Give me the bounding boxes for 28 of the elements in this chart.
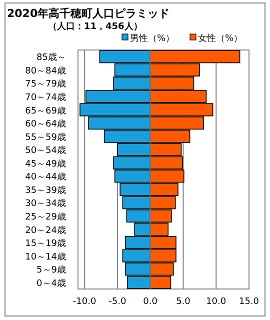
- y-tick-label: 80～84歳: [25, 65, 66, 76]
- y-tick-label: 65～69歳: [25, 105, 66, 116]
- y-tick-label: 30～34歳: [25, 198, 66, 210]
- y-tick-label: 15～19歳: [25, 238, 66, 250]
- x-tick-label: 15.0: [238, 297, 260, 307]
- y-tick-label: 70～74歳: [25, 92, 66, 103]
- y-tick-label: 35～39歳: [25, 184, 66, 196]
- x-tick-label: 5.0: [176, 297, 191, 307]
- y-tick-label: 5～9歳: [36, 264, 66, 276]
- y-tick-label: 60～64歳: [25, 118, 66, 130]
- y-tick-label: 75～79歳: [25, 78, 66, 90]
- chart-title: 2020年高千穂町人口ピラミッド: [7, 7, 170, 20]
- x-tick-label: 10.0: [206, 297, 226, 307]
- legend-label: 女性（%）: [198, 33, 243, 44]
- y-tick-label: 45～49歳: [25, 158, 66, 170]
- x-tick-label: -10.0: [72, 297, 96, 307]
- legend-label: 男性（%）: [130, 33, 175, 44]
- y-tick-label: 55～59歳: [25, 132, 66, 143]
- y-tick-label: 40～44歳: [25, 172, 66, 183]
- y-tick-label: 20～24歳: [25, 224, 66, 236]
- y-tick-label: 0～4歳: [36, 278, 66, 289]
- chart-subtitle: （人口：11，456人）: [48, 21, 142, 32]
- y-tick-label: 10～14歳: [25, 251, 66, 262]
- y-tick-label: 50～54歳: [25, 145, 66, 156]
- y-tick-label: 85歳～: [36, 52, 66, 64]
- x-tick-label: 0.0: [143, 297, 158, 307]
- x-tick-label: -5.0: [108, 297, 127, 307]
- y-tick-label: 25～29歳: [25, 211, 66, 222]
